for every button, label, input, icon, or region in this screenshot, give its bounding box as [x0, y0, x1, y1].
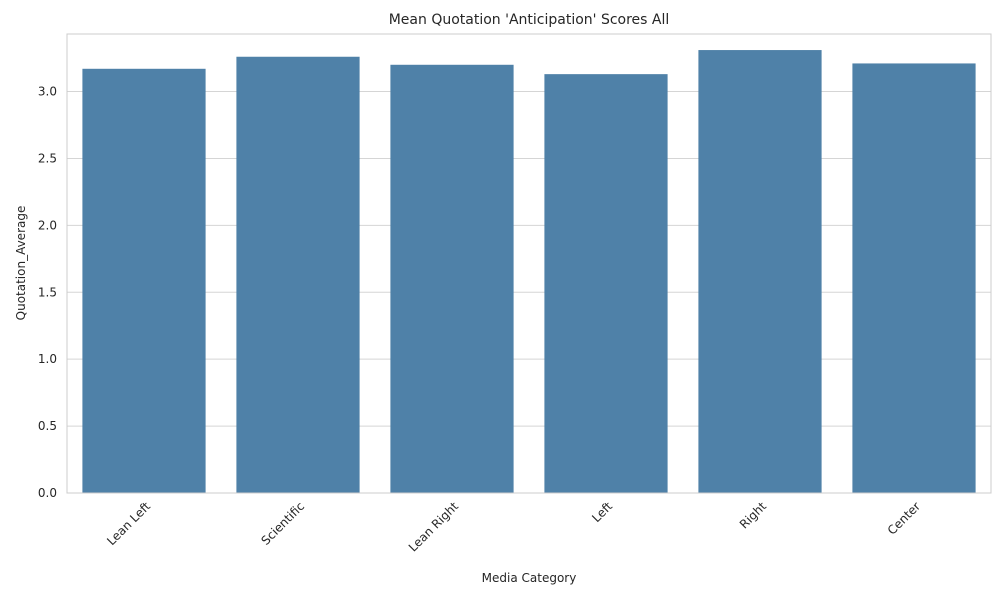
x-tick-label: Scientific: [259, 499, 308, 548]
bar-right: [698, 50, 822, 493]
chart-title: Mean Quotation 'Anticipation' Scores All: [389, 12, 670, 28]
y-tick-label: 2.5: [38, 151, 57, 165]
y-tick-labels: 0.0 0.5 1.0 1.5 2.0 2.5 3.0: [38, 85, 57, 500]
x-tick-label: Lean Left: [104, 499, 153, 548]
bar-scientific: [236, 56, 360, 494]
bars: [82, 50, 976, 494]
plot-frame: [66, 33, 992, 494]
bar-center: [852, 63, 976, 493]
y-tick-label: 0.0: [38, 486, 57, 500]
bar-left: [544, 74, 668, 493]
y-tick-label: 1.5: [38, 285, 57, 299]
x-tick-label: Lean Right: [406, 499, 462, 555]
y-tick-label: 3.0: [38, 85, 57, 99]
x-tick-label: Center: [885, 499, 924, 538]
bar-lean-left: [82, 68, 206, 493]
y-tick-label: 0.5: [38, 419, 57, 433]
plot-area: [67, 34, 991, 493]
x-tick-label: Left: [589, 499, 615, 525]
x-axis-label: Media Category: [482, 571, 577, 585]
x-tick-labels: Lean Left Scientific Lean Right Left Right Ce…: [104, 499, 923, 555]
x-tick-label: Right: [737, 499, 769, 531]
bar-lean-right: [390, 64, 514, 493]
y-tick-label: 2.0: [38, 218, 57, 232]
y-axis-label: Quotation_Average: [14, 206, 28, 321]
y-tick-label: 1.0: [38, 352, 57, 366]
